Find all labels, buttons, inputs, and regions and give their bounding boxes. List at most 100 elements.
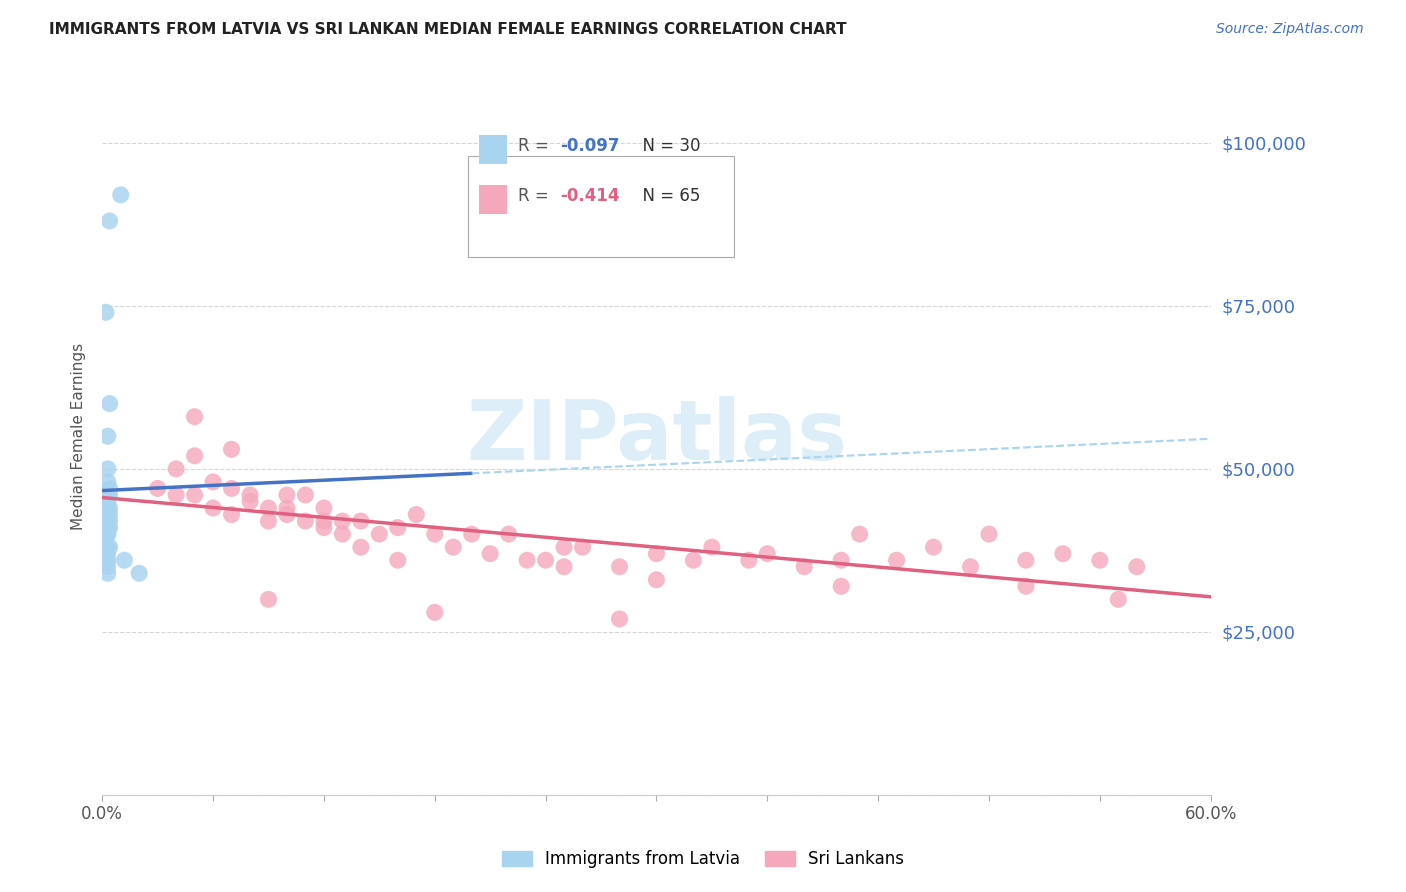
Point (460, 527, 482, 541)
Point (738, 553, 761, 567)
Point (183, 488, 205, 502)
Point (1107, 592, 1129, 607)
Point (312, 501, 335, 516)
Point (97, 527, 120, 541)
Point (202, 475, 225, 489)
Point (97, 429, 120, 443)
Point (97, 527, 120, 541)
Point (146, 482, 169, 496)
Point (571, 540, 593, 554)
Point (98, 508, 121, 522)
Point (609, 559, 631, 574)
Point (276, 488, 298, 502)
Point (830, 579, 852, 593)
Point (98, 501, 121, 516)
Point (387, 553, 409, 567)
Text: -0.097: -0.097 (560, 136, 620, 154)
Text: Source: ZipAtlas.com: Source: ZipAtlas.com (1216, 22, 1364, 37)
Text: R =: R = (517, 136, 554, 154)
Point (848, 527, 870, 541)
Point (257, 592, 280, 607)
Point (97, 501, 120, 516)
Point (294, 514, 316, 528)
Point (183, 449, 205, 463)
Point (959, 559, 981, 574)
Point (98, 397, 121, 411)
Bar (479, 185, 506, 214)
Point (98, 488, 121, 502)
Point (97, 475, 120, 489)
Point (423, 527, 446, 541)
Point (97, 566, 120, 581)
Point (332, 527, 354, 541)
Point (498, 527, 520, 541)
Point (239, 494, 262, 508)
Legend: Immigrants from Latvia, Sri Lankans: Immigrants from Latvia, Sri Lankans (495, 844, 911, 875)
Point (202, 501, 225, 516)
Point (350, 540, 373, 554)
Point (1088, 553, 1111, 567)
Y-axis label: Median Female Earnings: Median Female Earnings (72, 343, 86, 530)
Point (423, 606, 446, 620)
Point (110, 187, 132, 202)
Point (332, 514, 354, 528)
Bar (468, 156, 734, 257)
Point (276, 501, 298, 516)
Text: ZIPatlas: ZIPatlas (465, 396, 846, 476)
Text: IMMIGRANTS FROM LATVIA VS SRI LANKAN MEDIAN FEMALE EARNINGS CORRELATION CHART: IMMIGRANTS FROM LATVIA VS SRI LANKAN MED… (49, 22, 846, 37)
Point (441, 540, 464, 554)
Point (97, 547, 120, 561)
Point (98, 514, 121, 528)
Point (645, 573, 668, 587)
Point (387, 520, 409, 534)
Point (350, 514, 373, 528)
Point (793, 559, 815, 574)
Point (98, 520, 121, 534)
Point (97, 559, 120, 574)
Point (368, 527, 391, 541)
Text: -0.414: -0.414 (560, 186, 620, 205)
Point (165, 462, 187, 476)
Point (239, 488, 262, 502)
Point (1126, 559, 1149, 574)
Point (98, 214, 121, 228)
Point (97, 514, 120, 528)
Point (257, 501, 280, 516)
Point (276, 508, 298, 522)
Point (98, 540, 121, 554)
Point (112, 553, 135, 567)
Point (97, 553, 120, 567)
Point (94, 305, 117, 319)
Point (700, 540, 723, 554)
Point (1015, 553, 1038, 567)
Point (312, 520, 335, 534)
Point (221, 482, 243, 496)
Point (609, 612, 631, 626)
Point (97, 508, 120, 522)
Point (128, 566, 150, 581)
Point (221, 442, 243, 457)
Point (312, 514, 335, 528)
Bar (479, 135, 506, 163)
Point (645, 547, 668, 561)
Text: R =: R = (517, 186, 554, 205)
Point (97, 520, 120, 534)
Point (922, 540, 945, 554)
Point (534, 553, 557, 567)
Point (97, 540, 120, 554)
Point (1052, 547, 1074, 561)
Point (405, 508, 427, 522)
Point (830, 553, 852, 567)
Point (257, 514, 280, 528)
Point (516, 553, 538, 567)
Point (1015, 579, 1038, 593)
Point (221, 508, 243, 522)
Point (165, 488, 187, 502)
Point (183, 409, 205, 424)
Text: N = 65: N = 65 (633, 186, 700, 205)
Point (977, 527, 1000, 541)
Point (97, 508, 120, 522)
Point (682, 553, 704, 567)
Point (98, 482, 121, 496)
Point (97, 494, 120, 508)
